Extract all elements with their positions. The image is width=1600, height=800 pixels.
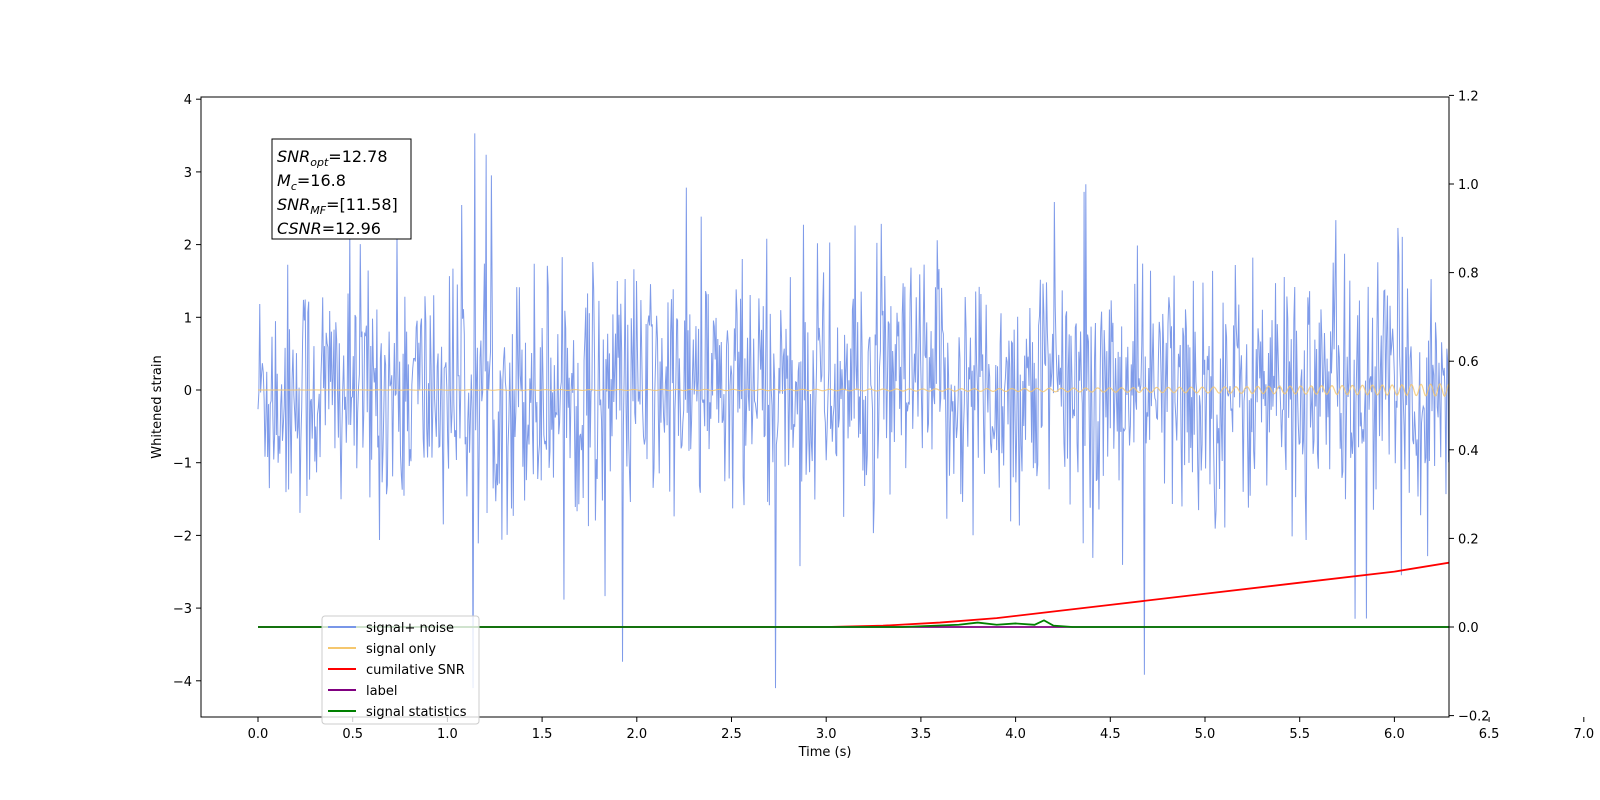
legend-label: cumilative SNR	[366, 663, 465, 678]
series-layer	[257, 133, 1449, 689]
x-tick-label: 2.0	[626, 727, 647, 742]
legend-label: signal+ noise	[366, 621, 454, 636]
annotation-line: Mc=16.8	[277, 171, 346, 193]
x-tick-label: 1.5	[532, 727, 553, 742]
x-tick-label: 0.0	[248, 727, 269, 742]
series-cumulative-snr-line	[258, 561, 1449, 628]
y2-tick-label: 0.8	[1458, 267, 1479, 282]
x-axis: 0.0 0.5 1.0 1.5 2.0 2.5 3.0 3.5 4.0 4.5 5.0 5.5 6.0 6…	[248, 717, 1594, 742]
legend-label: signal statistics	[366, 705, 467, 720]
y2-tick-label: 0.4	[1458, 444, 1479, 459]
legend-label: label	[366, 684, 397, 699]
x-tick-label: 5.5	[1289, 727, 1310, 742]
x-tick-label: 6.5	[1479, 727, 1500, 742]
y-tick-label: −4	[173, 675, 192, 690]
y-tick-label: 4	[184, 93, 192, 108]
series-signal-only-line	[258, 383, 1449, 397]
x-tick-label: 0.5	[342, 727, 363, 742]
y-axis-left: 4 3 2 1 0 −1 −2 −3 −4	[173, 93, 201, 690]
y-tick-label: 3	[184, 166, 192, 181]
x-tick-label: 4.5	[1100, 727, 1121, 742]
y2-tick-label: −0.2	[1458, 710, 1490, 725]
y2-tick-label: 0.2	[1458, 532, 1479, 547]
plot-frame	[200, 96, 1450, 718]
x-tick-label: 3.0	[816, 727, 837, 742]
y2-tick-label: 1.2	[1458, 89, 1479, 104]
x-tick-label: 7.0	[1573, 727, 1594, 742]
series-signal-statistics-line	[258, 619, 1449, 628]
x-tick-label: 2.5	[721, 727, 742, 742]
y-tick-label: 0	[184, 384, 192, 399]
x-tick-label: 4.0	[1005, 727, 1026, 742]
annotation-line: SNRopt=12.78	[277, 147, 388, 169]
annotation-line: SNRMF=[11.58]	[277, 195, 398, 217]
x-tick-label: 1.0	[437, 727, 458, 742]
y2-tick-label: 1.0	[1458, 178, 1479, 193]
x-tick-label: 5.0	[1195, 727, 1216, 742]
y-axis-right: 1.2 1.0 0.8 0.6 0.4 0.2 0.0 −0.2	[1449, 89, 1490, 725]
y-tick-label: −1	[173, 457, 192, 472]
annotation-line: CSNR=12.96	[277, 219, 381, 238]
y2-tick-label: 0.6	[1458, 355, 1479, 370]
y2-tick-label: 0.0	[1458, 621, 1479, 636]
x-axis-title: Time (s)	[798, 745, 852, 760]
annotation-box-frame	[271, 138, 412, 240]
legend: signal+ noise signal only cumilative SNR la…	[321, 615, 480, 725]
y-tick-label: 2	[184, 239, 192, 254]
series-signal-noise-line	[257, 133, 1449, 689]
legend-label: signal only	[366, 642, 436, 657]
x-tick-label: 3.5	[911, 727, 932, 742]
y-axis-title: Whitened strain	[150, 355, 165, 458]
legend-frame	[321, 615, 480, 725]
y-tick-label: −3	[173, 602, 192, 617]
x-tick-label: 6.0	[1384, 727, 1405, 742]
y-tick-label: −2	[173, 529, 192, 544]
y-tick-label: 1	[184, 311, 192, 326]
